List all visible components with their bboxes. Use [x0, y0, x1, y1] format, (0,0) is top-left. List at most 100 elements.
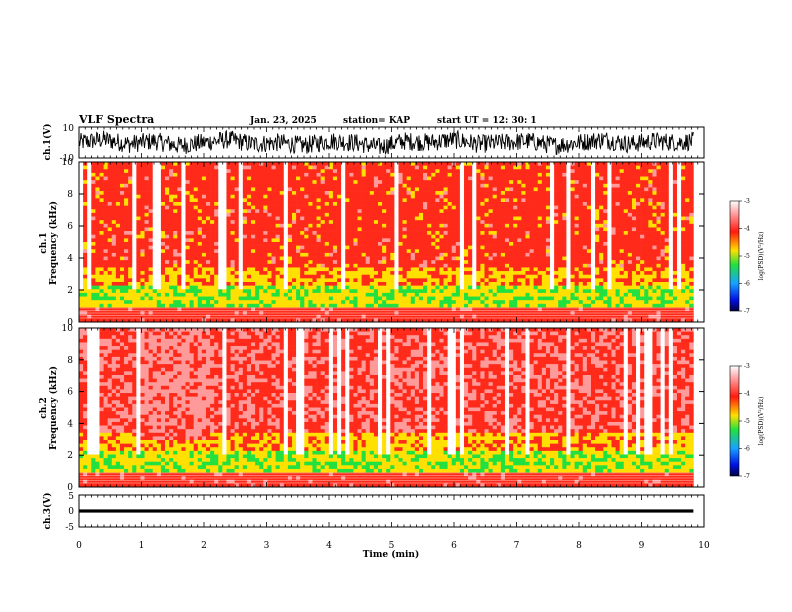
spectrogram-cell — [316, 231, 321, 236]
spectrogram-cell — [251, 267, 256, 272]
spectrogram-cell — [177, 234, 182, 239]
spectrogram-cell — [660, 274, 666, 279]
spectrogram-cell — [689, 194, 694, 199]
spectrogram-cell — [578, 180, 584, 185]
spectrogram-cell — [504, 209, 510, 214]
spectrogram-cell — [607, 191, 612, 196]
spectrogram-cell — [91, 263, 96, 268]
spectrogram-cell — [476, 245, 481, 250]
spectrogram-cell — [144, 191, 149, 196]
spectrogram-cell — [279, 252, 285, 257]
spectrogram-cell — [615, 162, 620, 166]
spectrogram-cell — [83, 263, 88, 268]
spectrogram-cell — [541, 183, 547, 188]
spectrogram-cell — [656, 165, 661, 170]
spectrogram-cell — [378, 212, 383, 217]
spectrogram-cell — [496, 238, 502, 243]
spectrogram-cell — [91, 282, 96, 286]
spectrogram-cell — [685, 234, 690, 239]
spectrogram-cell — [255, 194, 260, 199]
spectrogram-cell — [656, 267, 661, 272]
spectrogram-cell — [246, 176, 252, 181]
spectrogram-cell — [230, 187, 235, 192]
spectrogram-cell — [357, 220, 362, 225]
spectrogram-cell — [619, 172, 625, 177]
spectrogram-cell — [95, 169, 100, 174]
spectrogram-cell — [99, 238, 104, 243]
spectrogram-cell — [341, 212, 346, 217]
spectrogram-cell — [423, 249, 428, 254]
spectrogram-cell — [611, 263, 616, 268]
spectrogram-cell — [627, 209, 633, 214]
spectrogram-cell — [590, 234, 596, 239]
spectrogram-cell — [369, 169, 375, 174]
spectrogram-cell — [378, 180, 383, 185]
spectrogram-cell — [349, 271, 354, 276]
spectrogram-cell — [283, 242, 289, 246]
spectrogram-cell — [423, 209, 428, 214]
spectrogram-cell — [144, 165, 149, 170]
spectrogram-cell — [672, 227, 678, 232]
spectrogram-cell — [181, 278, 186, 283]
spectrogram-cell — [205, 260, 211, 265]
spectrogram-cell — [246, 227, 252, 232]
spectrogram-cell — [627, 252, 633, 257]
spectrogram-cell — [193, 238, 199, 243]
spectrogram-cell — [173, 231, 178, 236]
spectrogram-cell — [558, 183, 563, 188]
spectrogram-cell — [193, 180, 199, 185]
spectrogram-cell — [488, 212, 493, 217]
spectrogram-cell — [283, 263, 289, 268]
spectrogram-cell — [566, 256, 571, 261]
spectrogram-cell — [255, 187, 260, 192]
spectrogram-cell — [324, 234, 330, 239]
spectrogram-cell — [652, 242, 657, 246]
spectrogram-cell — [353, 183, 358, 188]
spectrogram-cell — [177, 205, 182, 210]
spectrogram-cell — [373, 274, 379, 279]
spectrogram-cell — [410, 231, 416, 236]
spectrogram-cell — [595, 252, 600, 257]
spectrogram-cell — [111, 205, 117, 210]
spectrogram-cell — [537, 227, 543, 232]
spectrogram-cell — [140, 169, 145, 174]
spectrogram-cell — [337, 234, 342, 239]
spectrogram-cell — [328, 172, 334, 177]
spectrogram-cell — [558, 194, 563, 199]
spectrogram-cell — [390, 267, 395, 272]
spectrogram-cell — [590, 223, 596, 228]
spectrogram-cell — [230, 176, 235, 181]
spectrogram-cell — [357, 263, 362, 268]
spectrogram-cell — [140, 162, 145, 166]
spectrogram-cell — [226, 245, 231, 250]
spectrogram-cell — [357, 187, 362, 192]
spectrogram-cell — [226, 191, 231, 196]
spectrogram-cell — [631, 212, 637, 217]
spectrogram-cell — [271, 238, 276, 243]
spectrogram-cell — [304, 267, 309, 272]
spectrogram-cell — [533, 187, 539, 192]
spectrogram-cell — [480, 172, 485, 177]
spectrogram-cell — [558, 274, 563, 279]
spectrogram-cell — [226, 187, 231, 192]
spectrogram-cell — [550, 187, 555, 192]
spectrogram-cell — [689, 169, 694, 174]
spectrogram-cell — [185, 260, 190, 265]
spectrogram-cell — [611, 198, 616, 203]
spectrogram-cell — [500, 271, 506, 276]
spectrogram-cell — [451, 176, 457, 181]
spectrogram-cell — [197, 187, 203, 192]
spectrogram-cell — [218, 216, 223, 221]
spectrogram-cell — [586, 252, 592, 257]
spectrogram-cell — [386, 220, 391, 225]
spectrogram-cell — [386, 176, 391, 181]
spectrogram-cell — [459, 194, 465, 199]
spectrogram-cell — [99, 231, 104, 236]
spectrogram-cell — [263, 216, 268, 221]
spectrogram-cell — [107, 183, 113, 188]
spectrogram-cell — [533, 271, 539, 276]
spectrogram-cell — [79, 202, 84, 206]
spectrogram-cell — [210, 238, 215, 243]
spectrogram-cell — [681, 267, 686, 272]
spectrogram-cell — [124, 231, 129, 236]
